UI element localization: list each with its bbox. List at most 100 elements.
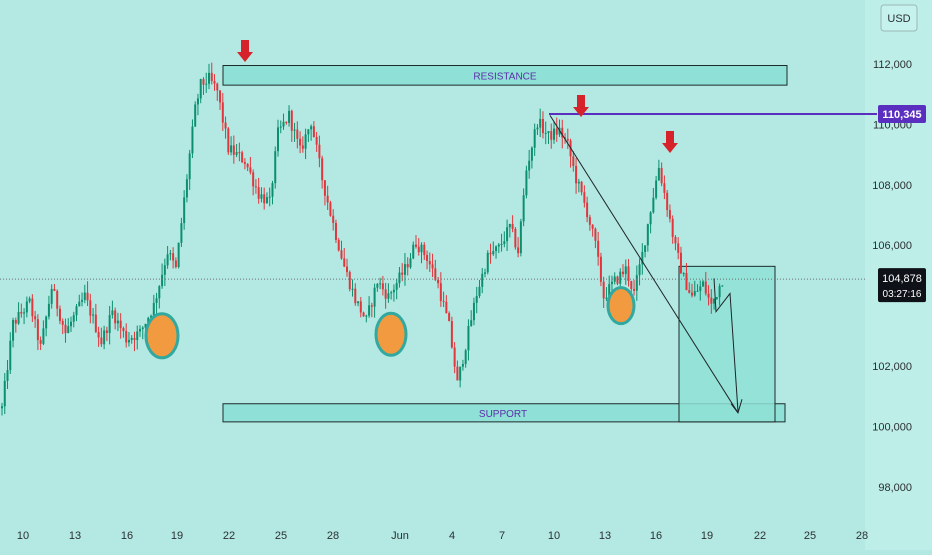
candle-body — [332, 215, 335, 223]
candle-body — [39, 340, 42, 344]
candle — [246, 163, 249, 172]
candle — [108, 305, 111, 345]
candle-body — [500, 244, 503, 246]
candle-body — [412, 244, 415, 259]
candle-body — [205, 83, 208, 85]
candle — [139, 325, 141, 337]
candle — [544, 121, 547, 145]
candle — [163, 258, 166, 286]
candle-body — [100, 337, 103, 345]
candle — [346, 258, 348, 277]
candle — [293, 122, 296, 142]
candle — [580, 181, 583, 196]
candle — [64, 318, 67, 343]
candle-body — [616, 276, 619, 284]
candle — [461, 359, 464, 371]
candle-body — [323, 180, 326, 196]
candle — [312, 121, 315, 138]
x-tick-label: 7 — [499, 530, 505, 542]
candle — [20, 303, 23, 318]
candle-body — [17, 311, 20, 324]
candle-body — [406, 264, 409, 268]
candle-body — [161, 274, 164, 287]
candle-body — [343, 258, 346, 267]
candle — [445, 295, 448, 314]
candle — [202, 77, 205, 95]
candle-body — [439, 283, 442, 301]
candle-body — [92, 314, 95, 316]
candle — [688, 282, 691, 294]
candle — [627, 259, 630, 287]
candle-body — [365, 315, 368, 317]
candle — [75, 303, 78, 322]
candle-body — [503, 241, 506, 245]
candle — [522, 188, 525, 227]
candle — [133, 331, 136, 352]
candle-body — [608, 284, 611, 298]
candle-body — [555, 128, 558, 135]
candle-body — [155, 298, 158, 303]
candle-body — [56, 290, 59, 309]
candle — [506, 219, 509, 252]
candle — [116, 312, 119, 332]
candle — [475, 286, 478, 314]
candle-body — [108, 315, 111, 333]
candle-body — [671, 218, 674, 238]
candle — [464, 348, 467, 368]
candle-body — [70, 321, 72, 327]
candle-body — [442, 300, 445, 302]
candle — [481, 268, 484, 294]
candle — [161, 263, 164, 289]
candle-body — [152, 302, 155, 316]
currency-box[interactable]: USD — [880, 4, 918, 32]
candle-body — [172, 253, 175, 261]
candle — [199, 78, 202, 104]
candle-body — [384, 289, 387, 299]
candle-body — [566, 138, 569, 141]
candle — [657, 159, 660, 181]
x-tick-label: 28 — [327, 530, 339, 542]
candle — [219, 90, 222, 110]
candle-body — [635, 275, 638, 291]
candle-body — [392, 289, 395, 293]
candle — [89, 293, 92, 324]
candle-body — [420, 244, 423, 253]
candle — [158, 285, 161, 309]
candle — [484, 268, 486, 278]
candle — [373, 283, 376, 318]
candle-body — [464, 350, 467, 364]
candle — [530, 146, 533, 169]
candle-body — [489, 252, 492, 255]
x-tick-label: 16 — [650, 530, 662, 542]
candle-body — [12, 319, 15, 341]
candle-body — [133, 337, 136, 341]
candle — [359, 296, 362, 318]
candle — [166, 245, 169, 269]
candle-body — [274, 151, 277, 184]
candle-body — [379, 283, 382, 285]
support-label: SUPPORT — [479, 409, 527, 420]
candle-body — [268, 196, 271, 198]
candle-body — [213, 80, 216, 84]
currency-label: USD — [887, 13, 910, 25]
candle — [691, 283, 693, 298]
candle-body — [456, 366, 459, 381]
candle — [555, 117, 558, 142]
candle — [321, 155, 324, 189]
candle — [326, 185, 329, 210]
candle-body — [588, 217, 591, 225]
candle — [668, 204, 671, 223]
candle-body — [122, 328, 125, 332]
candle-body — [553, 128, 555, 140]
candle — [252, 169, 255, 196]
candle — [282, 113, 285, 130]
x-tick-label: 22 — [754, 530, 766, 542]
candle-body — [304, 134, 307, 149]
candle-body — [715, 297, 718, 299]
candle — [704, 271, 707, 296]
candle — [279, 120, 282, 134]
candle-body — [188, 153, 191, 180]
candle — [390, 290, 393, 300]
candle — [271, 180, 274, 205]
candle — [470, 310, 473, 327]
